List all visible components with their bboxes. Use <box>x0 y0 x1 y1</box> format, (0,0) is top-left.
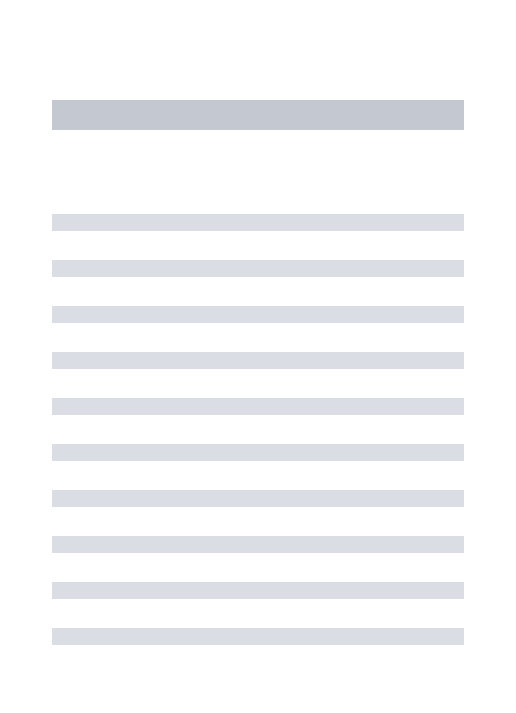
skeleton-line <box>52 214 464 231</box>
skeleton-line <box>52 444 464 461</box>
skeleton-line <box>52 352 464 369</box>
skeleton-line <box>52 582 464 599</box>
skeleton-container <box>0 0 516 645</box>
skeleton-line-group <box>52 444 464 645</box>
skeleton-groups <box>52 214 464 645</box>
skeleton-header-bar <box>52 100 464 130</box>
skeleton-line-group <box>52 214 464 415</box>
skeleton-line <box>52 306 464 323</box>
skeleton-line <box>52 490 464 507</box>
skeleton-line <box>52 398 464 415</box>
skeleton-line <box>52 260 464 277</box>
skeleton-line <box>52 536 464 553</box>
skeleton-line <box>52 628 464 645</box>
